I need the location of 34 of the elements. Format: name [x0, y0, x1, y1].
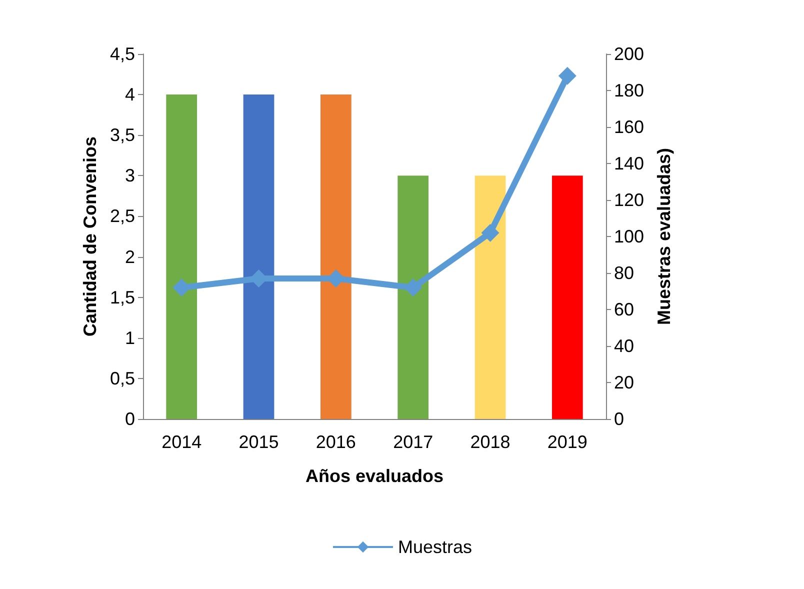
y-tick-label: 3,5: [110, 125, 135, 146]
x-tick-label: 2015: [238, 432, 279, 452]
y-tick-label: 0: [124, 409, 135, 429]
y-tick-label: 2,5: [110, 206, 135, 226]
y2-axis-title: Muestras evaluadas): [654, 148, 674, 326]
y-tick-label: 1,5: [110, 287, 135, 308]
point: [558, 66, 576, 85]
y2-tick-label: 200: [614, 44, 644, 64]
x-tick-label: 2016: [316, 432, 356, 452]
y-tick-label: 4: [124, 84, 135, 105]
y-axis-title: Cantidad de Convenios: [80, 136, 100, 337]
y-tick-label: 2: [124, 246, 135, 267]
y2-tick-label: 120: [614, 190, 644, 210]
y2-tick-label: 100: [614, 226, 644, 246]
y-tick-label: 4,5: [110, 44, 135, 64]
x-tick-label: 2019: [547, 432, 588, 452]
y2-tick-label: 60: [614, 300, 634, 320]
y2-tick-label: 160: [614, 117, 644, 137]
y-tick-label: 3: [124, 166, 135, 186]
point: [481, 224, 500, 242]
y-tick-label: 0,5: [110, 368, 135, 388]
y2-tick-label: 40: [614, 336, 634, 356]
y2-tick-label: 180: [614, 80, 644, 100]
y-tick-label: 1: [124, 328, 135, 348]
x-axis-title: Años evaluados: [305, 466, 444, 486]
legend-label: Muestras: [398, 537, 472, 557]
x-tick-label: 2018: [470, 432, 510, 452]
y2-tick-label: 20: [614, 372, 634, 392]
y2-tick-label: 140: [614, 154, 644, 174]
y2-tick-label: 80: [614, 263, 634, 283]
y2-tick-label: 0: [614, 409, 624, 429]
x-tick-label: 2014: [162, 432, 202, 452]
x-tick-label: 2017: [393, 432, 434, 452]
point: [404, 278, 422, 297]
